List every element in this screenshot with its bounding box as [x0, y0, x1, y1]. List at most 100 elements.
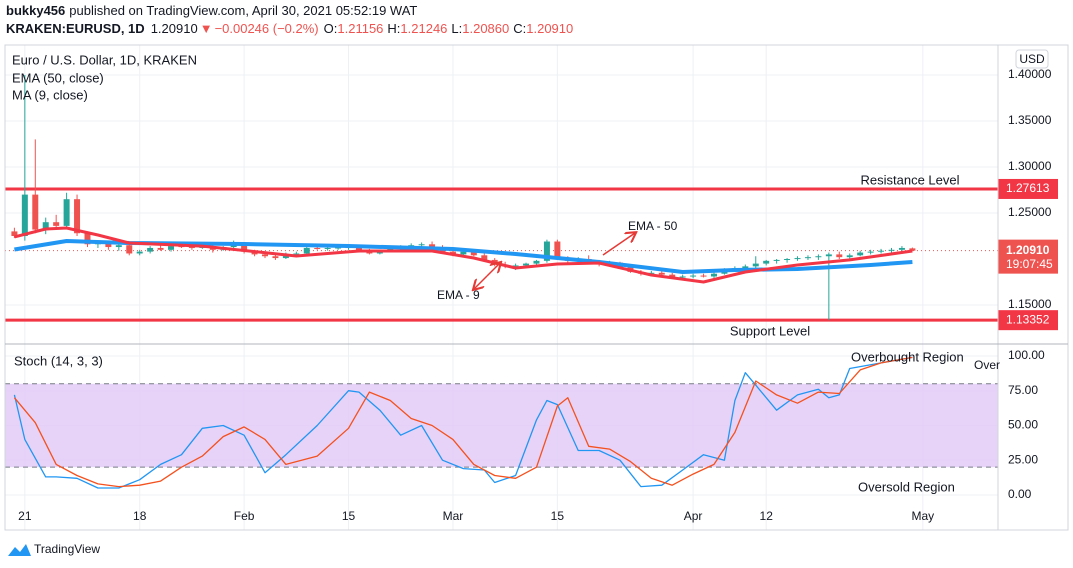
legend-entry: EMA (50, close)	[12, 70, 104, 85]
brand[interactable]: TradingView	[34, 542, 100, 556]
annotation: EMA - 9	[437, 288, 480, 302]
arrow: ▼	[200, 21, 213, 36]
y-tick-label: 75.00	[1008, 383, 1038, 397]
y-tick-label: 50.00	[1008, 418, 1038, 432]
last: 1.20910	[151, 21, 198, 36]
level-tag-label: 1.27613	[1006, 181, 1050, 195]
candle-body	[888, 249, 895, 251]
candle-body	[147, 247, 154, 252]
candle-body	[878, 250, 885, 252]
last-price-label: 1.20910	[1006, 243, 1050, 257]
legend-entry: MA (9, close)	[12, 87, 88, 102]
arrow	[474, 275, 488, 289]
candle-body	[470, 251, 477, 256]
y-tick-label: 1.15000	[1008, 297, 1052, 311]
candle-body	[429, 244, 436, 248]
level-tag	[998, 178, 1058, 199]
ohlc-key: O:	[324, 21, 338, 36]
header-line-1: bukky456 published on TradingView.com, Ap…	[6, 3, 417, 18]
candle-body	[460, 251, 467, 255]
ohlc-value: 1.21156	[337, 21, 383, 36]
level-tag	[998, 310, 1058, 331]
x-tick-label: May	[911, 509, 934, 523]
candle-body	[533, 260, 540, 264]
x-tick-label: Feb	[234, 509, 255, 523]
candle-body	[481, 255, 488, 260]
brand-logo	[8, 544, 31, 556]
x-tick-label: 18	[133, 509, 147, 523]
author: bukky456	[6, 3, 65, 18]
candle-body	[690, 275, 697, 277]
x-tick-label: Apr	[684, 509, 703, 523]
candle-body	[355, 247, 362, 251]
candle-body	[773, 259, 780, 261]
annotation: Oversold Region	[858, 479, 955, 494]
ohlc-value: 1.20910	[526, 21, 573, 36]
candle-body	[115, 245, 122, 248]
candle-body	[648, 272, 655, 274]
candle-body	[784, 259, 791, 261]
candle-body	[658, 272, 665, 275]
ohlc-key: L:	[451, 21, 462, 36]
candle-body	[387, 247, 394, 251]
candle-body	[710, 273, 717, 277]
candle-body	[126, 245, 133, 254]
candle-body	[314, 247, 321, 249]
x-tick-label: 21	[18, 509, 32, 523]
x-tick-label: 15	[342, 509, 356, 523]
candle-body	[136, 251, 143, 254]
candle-body	[335, 247, 342, 249]
candle-body	[898, 247, 905, 250]
candle-body	[752, 263, 759, 267]
axes: 21 18 Feb 15 Mar 15 Apr 12 May 1.15000 1.25000 1.30…	[18, 67, 1058, 523]
published: published on TradingView.com, April 30, …	[69, 3, 417, 18]
candle-body	[700, 275, 707, 277]
candle-body	[261, 254, 268, 257]
annotation: Overbought Region	[851, 349, 964, 364]
x-tick-label: 12	[760, 509, 774, 523]
ohlc-key: H:	[387, 21, 400, 36]
candle-body	[763, 260, 770, 264]
candle-body	[84, 233, 91, 245]
candle-body	[846, 255, 853, 258]
candle-body	[825, 254, 832, 257]
candle-body	[168, 246, 175, 250]
currency-box[interactable]	[1015, 49, 1049, 69]
ohlc-key: C:	[513, 21, 526, 36]
stoch-pane	[5, 356, 998, 489]
price-pane	[5, 74, 998, 322]
candle-body	[105, 242, 112, 248]
candle-body	[408, 245, 415, 247]
ohlc-value: 1.20860	[462, 21, 509, 36]
y-tick-label: 25.00	[1008, 452, 1038, 466]
frame	[4, 44, 1069, 531]
y-tick-label: 1.25000	[1008, 205, 1052, 219]
candle-body	[293, 253, 300, 255]
candle-body	[230, 245, 237, 248]
candle-body	[157, 247, 164, 250]
candle-body	[303, 247, 310, 254]
candle-body	[523, 263, 530, 266]
level-tag-label: 1.13352	[1006, 312, 1050, 326]
level-label: Support Level	[730, 324, 810, 339]
candle-body	[241, 245, 248, 252]
candle-body	[53, 222, 60, 226]
indicator-line	[14, 226, 913, 284]
y-tick-label: 0.00	[1008, 487, 1032, 501]
candle-body	[74, 199, 81, 234]
y-tick-label: 100.00	[1008, 348, 1045, 362]
candle-body	[867, 251, 874, 253]
change: −0.00246 (−0.2%)	[215, 21, 319, 36]
candle-body	[21, 194, 28, 236]
candle-body	[836, 254, 843, 258]
candle-body	[272, 256, 279, 259]
legend-title: Euro / U.S. Dollar, 1D, KRAKEN	[12, 52, 197, 67]
candle-body	[324, 247, 331, 249]
y-tick-label: 1.30000	[1008, 159, 1052, 173]
candle-body	[554, 241, 561, 259]
candle-body	[512, 265, 519, 267]
candle-body	[794, 258, 801, 260]
header-line-2: KRAKEN:EURUSD, 1D 1.20910 ▼ −0.00246 (−0.2%…	[6, 21, 573, 36]
candle-body	[815, 256, 822, 258]
